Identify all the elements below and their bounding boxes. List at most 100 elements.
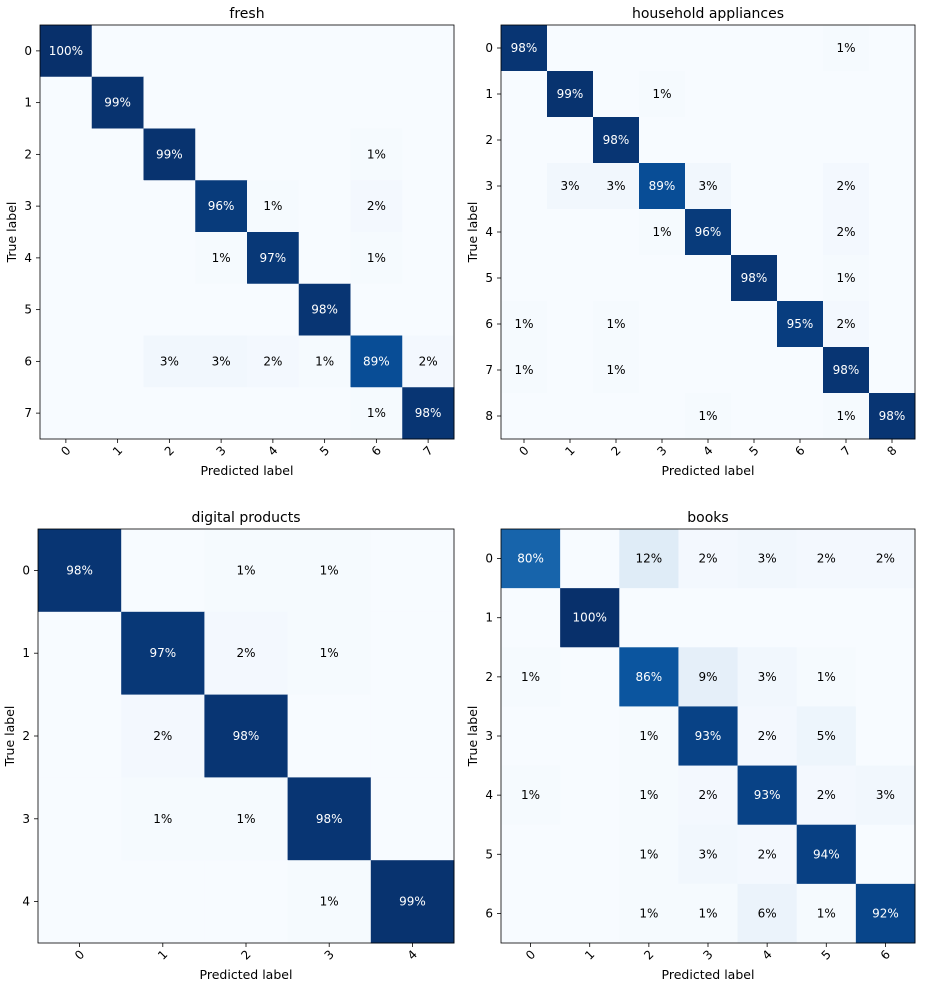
cell-r1-c1: [121, 611, 205, 696]
cell-label: 1%: [639, 906, 658, 920]
cell-r2-c6: [777, 117, 824, 164]
cell-label: 1%: [263, 199, 282, 213]
x-tick-label: 4: [405, 947, 420, 962]
cell-r3-c1: [91, 180, 144, 233]
cell-r6-c4: [737, 883, 798, 944]
x-tick-label: 3: [322, 947, 337, 962]
cell-r2-c3: [287, 694, 372, 778]
y-tick-label: 8: [485, 409, 493, 423]
cell-label: 2%: [758, 729, 777, 743]
cell-r2-c5: [796, 647, 857, 707]
cell-r0-c6: [777, 25, 824, 72]
cell-r4-c3: [195, 232, 248, 285]
cell-r5-c2: [619, 824, 679, 885]
cell-r1-c7: [402, 76, 455, 129]
chart-title: fresh: [229, 6, 264, 22]
cell-r2-c4: [685, 117, 732, 164]
cell-r6-c0: [40, 335, 93, 388]
cell-r3-c1: [121, 777, 205, 861]
x-tick-label: 6: [792, 443, 807, 458]
chart-title: digital products: [191, 510, 300, 526]
cell-r1-c7: [823, 71, 870, 118]
cell-r4-c1: [91, 232, 144, 285]
cell-r0-c5: [796, 529, 857, 589]
cell-label: 2%: [758, 847, 777, 861]
cell-label: 2%: [367, 199, 386, 213]
cell-r7-c5: [298, 387, 351, 440]
x-axis-label: Predicted label: [201, 463, 294, 478]
cell-r3-c8: [869, 163, 916, 210]
cell-label: 2%: [263, 354, 282, 368]
x-axis-label: Predicted label: [200, 967, 293, 982]
cell-label: 1%: [236, 563, 255, 577]
cell-label: 1%: [836, 41, 855, 55]
cell-r1-c0: [501, 71, 548, 118]
cell-r1-c4: [685, 71, 732, 118]
cell-r0-c5: [731, 25, 778, 72]
cell-r4-c5: [796, 765, 857, 826]
cell-label: 1%: [153, 812, 172, 826]
y-tick-label: 3: [24, 199, 32, 213]
cell-r2-c3: [639, 117, 686, 164]
cell-label: 99%: [557, 87, 584, 101]
cell-r4-c4: [370, 860, 455, 944]
confusion-matrix-3: 80% 12% 2% 3% 2% 2%100%1% 86% 9% 3% 1%1% 93% 2% 5%1%…: [465, 510, 916, 982]
cell-r4-c2: [143, 232, 196, 285]
cell-r0-c7: [823, 25, 870, 72]
cell-r6-c3: [678, 883, 739, 944]
cell-r0-c3: [287, 529, 372, 613]
cell-r2-c1: [560, 647, 620, 707]
x-tick-label: 2: [238, 947, 253, 962]
cell-label: 95%: [787, 317, 814, 331]
x-axis-label: Predicted label: [662, 463, 755, 478]
y-axis-label: True label: [465, 706, 480, 768]
cell-r5-c6: [350, 283, 403, 336]
cell-r7-c3: [195, 387, 248, 440]
cell-r8-c4: [685, 393, 732, 440]
cell-r1-c1: [560, 588, 620, 648]
cell-r7-c7: [402, 387, 455, 440]
cell-label: 93%: [695, 729, 722, 743]
cell-label: 6%: [758, 906, 777, 920]
x-tick-label: 2: [641, 947, 656, 962]
cell-r4-c7: [823, 209, 870, 256]
cell-r0-c1: [547, 25, 594, 72]
cell-label: 1%: [367, 251, 386, 265]
cell-r7-c1: [547, 347, 594, 394]
y-tick-label: 6: [24, 354, 32, 368]
cell-label: 96%: [208, 199, 235, 213]
chart-title: household appliances: [632, 6, 784, 22]
cell-r1-c2: [143, 76, 196, 129]
y-tick-label: 4: [22, 895, 30, 909]
cell-r5-c2: [143, 283, 196, 336]
x-tick-label: 1: [110, 443, 125, 458]
cell-r0-c2: [204, 529, 289, 613]
y-axis-label: True label: [4, 202, 19, 264]
cell-label: 1%: [652, 87, 671, 101]
y-tick-label: 2: [485, 133, 493, 147]
x-tick-label: 3: [213, 443, 228, 458]
cell-r3-c6: [855, 706, 916, 767]
cell-label: 98%: [233, 729, 260, 743]
cell-label: 1%: [514, 363, 533, 377]
cell-r0-c1: [121, 529, 205, 613]
cell-r2-c2: [143, 128, 196, 181]
cell-r4-c0: [38, 860, 122, 944]
cell-r7-c5: [731, 347, 778, 394]
cell-r4-c4: [737, 765, 798, 826]
x-tick-label: 7: [838, 443, 853, 458]
cell-label: 1%: [320, 646, 339, 660]
cell-label: 80%: [517, 552, 544, 566]
cell-r1-c5: [731, 71, 778, 118]
cell-r0-c4: [370, 529, 455, 613]
cell-label: 99%: [104, 96, 131, 110]
cell-label: 2%: [698, 788, 717, 802]
y-tick-label: 4: [24, 251, 32, 265]
cell-r3-c0: [501, 706, 561, 767]
confusion-matrix-2: 98% 1% 1% 97% 2% 1% 2% 98% 1% 1% 98% 1% 99% 0 0 1 1 2 2 3 3 4…: [2, 510, 455, 982]
cell-r5-c5: [731, 255, 778, 302]
x-tick-label: 2: [608, 443, 623, 458]
cell-r5-c1: [560, 824, 620, 885]
cell-label: 1%: [836, 409, 855, 423]
